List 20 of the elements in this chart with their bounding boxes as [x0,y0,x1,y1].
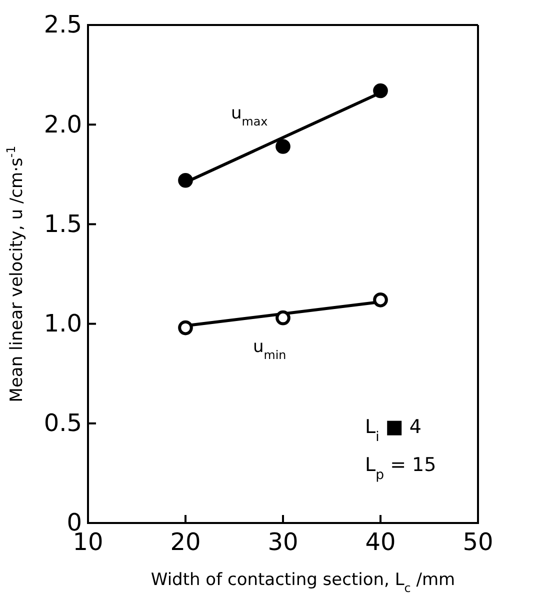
x-tick-label: 30 [268,528,298,556]
x-tick-label: 50 [462,528,494,556]
y-tick-label: 1.5 [44,210,82,238]
x-axis-title: Width of contacting section, L$_{c}$ /mm [150,570,456,594]
series-label: u$_{min}$ [253,336,286,362]
y-tick-label: 2.0 [44,110,82,138]
annotation: L$_{p}$ = 15 [365,454,436,482]
y-tick-label: 1.0 [44,309,82,338]
x-tick-label: 40 [365,528,396,556]
x-tick-label: 20 [170,528,201,556]
y-tick-label: 0.5 [44,409,82,438]
point [178,172,193,188]
point [373,83,388,98]
y-tick-label: 2.5 [44,10,82,39]
point [276,139,290,154]
point [373,292,388,308]
annotation: L$_{i}$ ■ 4 [365,416,422,444]
point [276,310,290,326]
point [178,320,193,336]
series-label: u$_{max}$ [231,104,268,129]
